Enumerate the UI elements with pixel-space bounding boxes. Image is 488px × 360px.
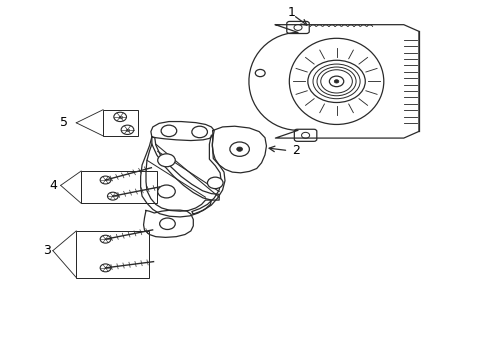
Circle shape	[229, 142, 249, 156]
Text: 2: 2	[291, 144, 299, 157]
Circle shape	[100, 264, 111, 272]
Polygon shape	[152, 137, 219, 200]
Text: 5: 5	[60, 116, 68, 129]
Circle shape	[158, 154, 175, 167]
Bar	[76, 231, 149, 278]
Circle shape	[161, 125, 176, 136]
Circle shape	[159, 218, 175, 229]
Circle shape	[334, 80, 338, 83]
Bar	[103, 110, 138, 136]
Bar	[81, 171, 157, 203]
Bar	[118, 116, 122, 118]
Text: 1: 1	[287, 6, 295, 19]
Circle shape	[158, 185, 175, 198]
Polygon shape	[143, 210, 193, 237]
Circle shape	[191, 126, 207, 138]
Circle shape	[100, 176, 111, 184]
Text: 3: 3	[43, 244, 51, 257]
Bar	[125, 129, 129, 131]
Polygon shape	[212, 126, 266, 173]
Circle shape	[121, 125, 134, 134]
Circle shape	[114, 112, 126, 122]
Polygon shape	[151, 122, 214, 140]
Circle shape	[236, 147, 242, 151]
Polygon shape	[191, 135, 224, 214]
Circle shape	[107, 192, 118, 200]
Circle shape	[100, 235, 111, 243]
Text: 4: 4	[49, 179, 57, 192]
Circle shape	[207, 177, 223, 189]
Polygon shape	[141, 137, 211, 217]
